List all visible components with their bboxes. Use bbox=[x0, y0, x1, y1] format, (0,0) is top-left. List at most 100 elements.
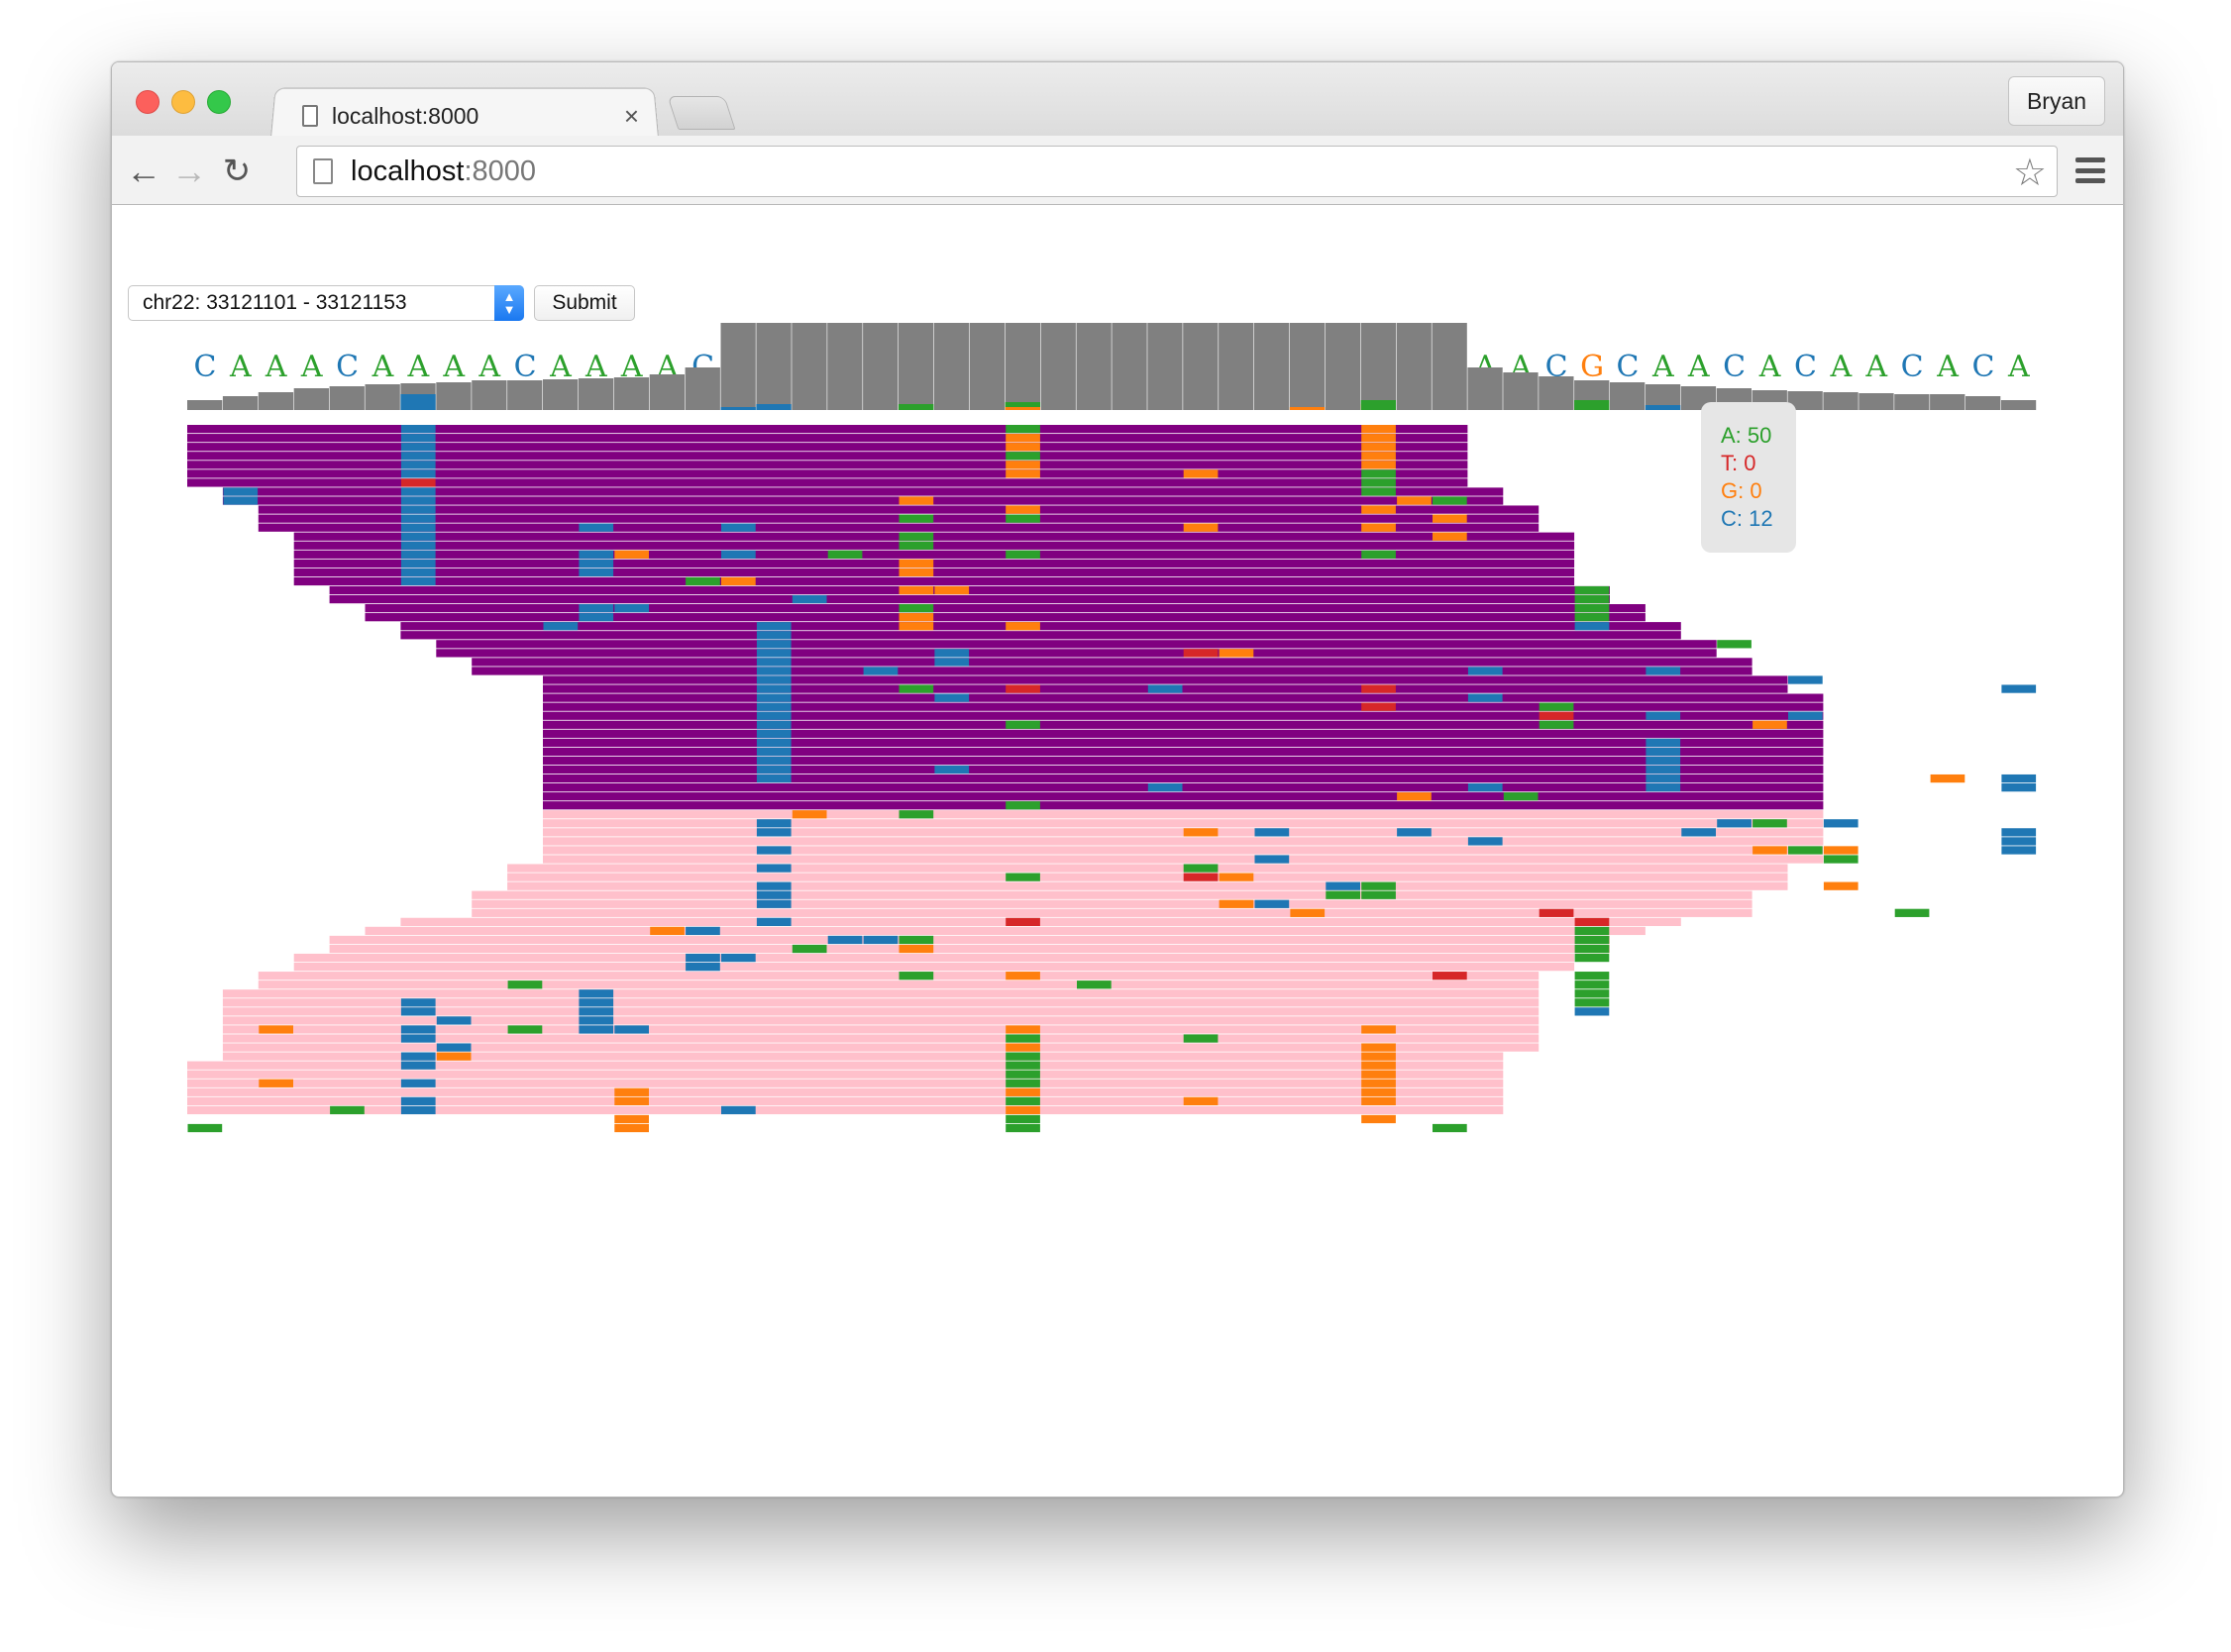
star-icon[interactable]: ☆ bbox=[2012, 153, 2047, 194]
mismatch-mark bbox=[579, 613, 614, 622]
forward-arrow-icon[interactable]: → bbox=[171, 151, 207, 191]
mismatch-mark bbox=[579, 1007, 614, 1016]
mismatch-mark bbox=[1006, 1123, 1040, 1133]
mismatch-mark bbox=[579, 989, 614, 998]
coverage-bar bbox=[1112, 323, 1147, 410]
reference-base: C bbox=[514, 350, 537, 384]
mismatch-mark bbox=[1006, 1034, 1040, 1043]
mismatch-mark bbox=[1823, 846, 1859, 855]
mismatch-mark bbox=[1753, 846, 1787, 855]
mismatch-mark bbox=[1006, 461, 1040, 469]
mismatch-mark bbox=[1006, 1114, 1040, 1124]
mismatch-mark bbox=[686, 926, 720, 936]
mismatch-mark bbox=[1183, 828, 1219, 837]
mismatch-mark bbox=[1361, 1043, 1396, 1052]
mismatch-mark bbox=[756, 819, 792, 828]
mismatch-mark bbox=[756, 828, 792, 837]
minimize-window-icon[interactable] bbox=[171, 90, 195, 114]
forward-read bbox=[187, 478, 1468, 487]
address-bar[interactable]: localhost:8000 ☆ bbox=[296, 146, 2058, 197]
select-arrows-icon: ▲ ▼ bbox=[494, 285, 524, 321]
mismatch-mark bbox=[1467, 667, 1503, 675]
reverse-read bbox=[222, 1034, 1540, 1043]
mismatch-mark bbox=[1147, 684, 1183, 693]
forward-read bbox=[543, 783, 1824, 792]
forward-read bbox=[543, 774, 1824, 783]
forward-read bbox=[543, 765, 1824, 774]
reverse-read bbox=[222, 998, 1540, 1007]
mismatch-mark bbox=[934, 693, 970, 702]
mismatch-mark bbox=[1006, 1025, 1040, 1034]
tab-close-icon[interactable]: × bbox=[623, 100, 639, 131]
reverse-read bbox=[293, 963, 1575, 972]
mismatch-mark bbox=[756, 658, 792, 667]
mismatch-mark bbox=[827, 935, 863, 945]
tooltip-g-count: G: 0 bbox=[1721, 478, 1762, 503]
reference-base: A bbox=[1864, 350, 1887, 384]
submit-button[interactable]: Submit bbox=[534, 285, 635, 321]
mismatch-mark bbox=[400, 478, 436, 487]
reload-icon[interactable]: ↻ bbox=[222, 153, 252, 190]
coverage-mismatch bbox=[720, 407, 756, 410]
coverage-bar bbox=[827, 323, 863, 410]
forward-read bbox=[436, 649, 1717, 658]
mismatch-mark bbox=[1361, 1079, 1396, 1087]
reverse-read bbox=[187, 1096, 1504, 1105]
mismatch-mark bbox=[1006, 720, 1040, 729]
mismatch-mark bbox=[1006, 622, 1040, 631]
mismatch-mark bbox=[400, 559, 436, 568]
coverage-mismatch bbox=[1005, 407, 1040, 410]
mismatch-mark bbox=[187, 1123, 223, 1133]
region-select-value: chr22: 33121101 - 33121153 bbox=[143, 291, 407, 314]
mismatch-mark bbox=[1788, 846, 1823, 855]
forward-read bbox=[329, 594, 1611, 604]
mismatch-mark bbox=[436, 1052, 472, 1061]
coverage-bar bbox=[436, 382, 472, 410]
tab-content[interactable]: localhost:8000 × bbox=[290, 96, 647, 136]
mismatch-mark bbox=[1539, 908, 1574, 917]
menu-icon[interactable] bbox=[2075, 157, 2105, 183]
mismatch-mark bbox=[1574, 998, 1610, 1007]
reverse-read bbox=[543, 846, 1824, 855]
mismatch-mark bbox=[614, 1114, 649, 1124]
forward-read bbox=[187, 443, 1468, 452]
mismatch-mark bbox=[756, 622, 792, 631]
mismatch-mark bbox=[1361, 1096, 1396, 1105]
forward-read bbox=[222, 496, 1504, 505]
back-arrow-icon[interactable]: ← bbox=[126, 151, 161, 191]
region-select[interactable]: chr22: 33121101 - 33121153 ▲ ▼ bbox=[128, 285, 524, 321]
reference-base: A bbox=[620, 350, 643, 384]
mismatch-mark bbox=[1397, 828, 1432, 837]
coverage-bar bbox=[1005, 323, 1040, 410]
reverse-read bbox=[258, 981, 1540, 989]
mismatch-mark bbox=[792, 944, 827, 954]
mismatch-mark bbox=[2001, 783, 2037, 792]
profile-button[interactable]: Bryan bbox=[2008, 76, 2105, 126]
mismatch-mark bbox=[721, 550, 756, 559]
reverse-read bbox=[222, 1025, 1540, 1034]
forward-read bbox=[293, 559, 1575, 568]
mismatch-mark bbox=[400, 541, 436, 550]
reverse-read bbox=[507, 881, 1788, 890]
mismatch-mark bbox=[579, 998, 614, 1007]
maximize-window-icon[interactable] bbox=[207, 90, 231, 114]
reference-base: C bbox=[1794, 350, 1817, 384]
forward-read bbox=[436, 640, 1717, 649]
mismatch-mark bbox=[1753, 720, 1787, 729]
mismatch-mark bbox=[1361, 1114, 1396, 1124]
mismatch-mark bbox=[400, 532, 436, 541]
mismatch-mark bbox=[400, 550, 436, 559]
mismatch-mark bbox=[899, 496, 934, 505]
mismatch-mark bbox=[1361, 478, 1396, 487]
mismatch-mark bbox=[1006, 972, 1040, 981]
mismatch-mark bbox=[2001, 828, 2037, 837]
coverage-bar bbox=[649, 374, 685, 410]
coverage-bar bbox=[1219, 323, 1254, 410]
mismatch-mark bbox=[1646, 756, 1681, 766]
close-window-icon[interactable] bbox=[136, 90, 159, 114]
mismatch-mark bbox=[400, 1105, 436, 1115]
mismatch-mark bbox=[400, 505, 436, 514]
mismatch-mark bbox=[400, 568, 436, 577]
new-tab-button[interactable] bbox=[667, 96, 736, 130]
mismatch-mark bbox=[1574, 613, 1610, 622]
